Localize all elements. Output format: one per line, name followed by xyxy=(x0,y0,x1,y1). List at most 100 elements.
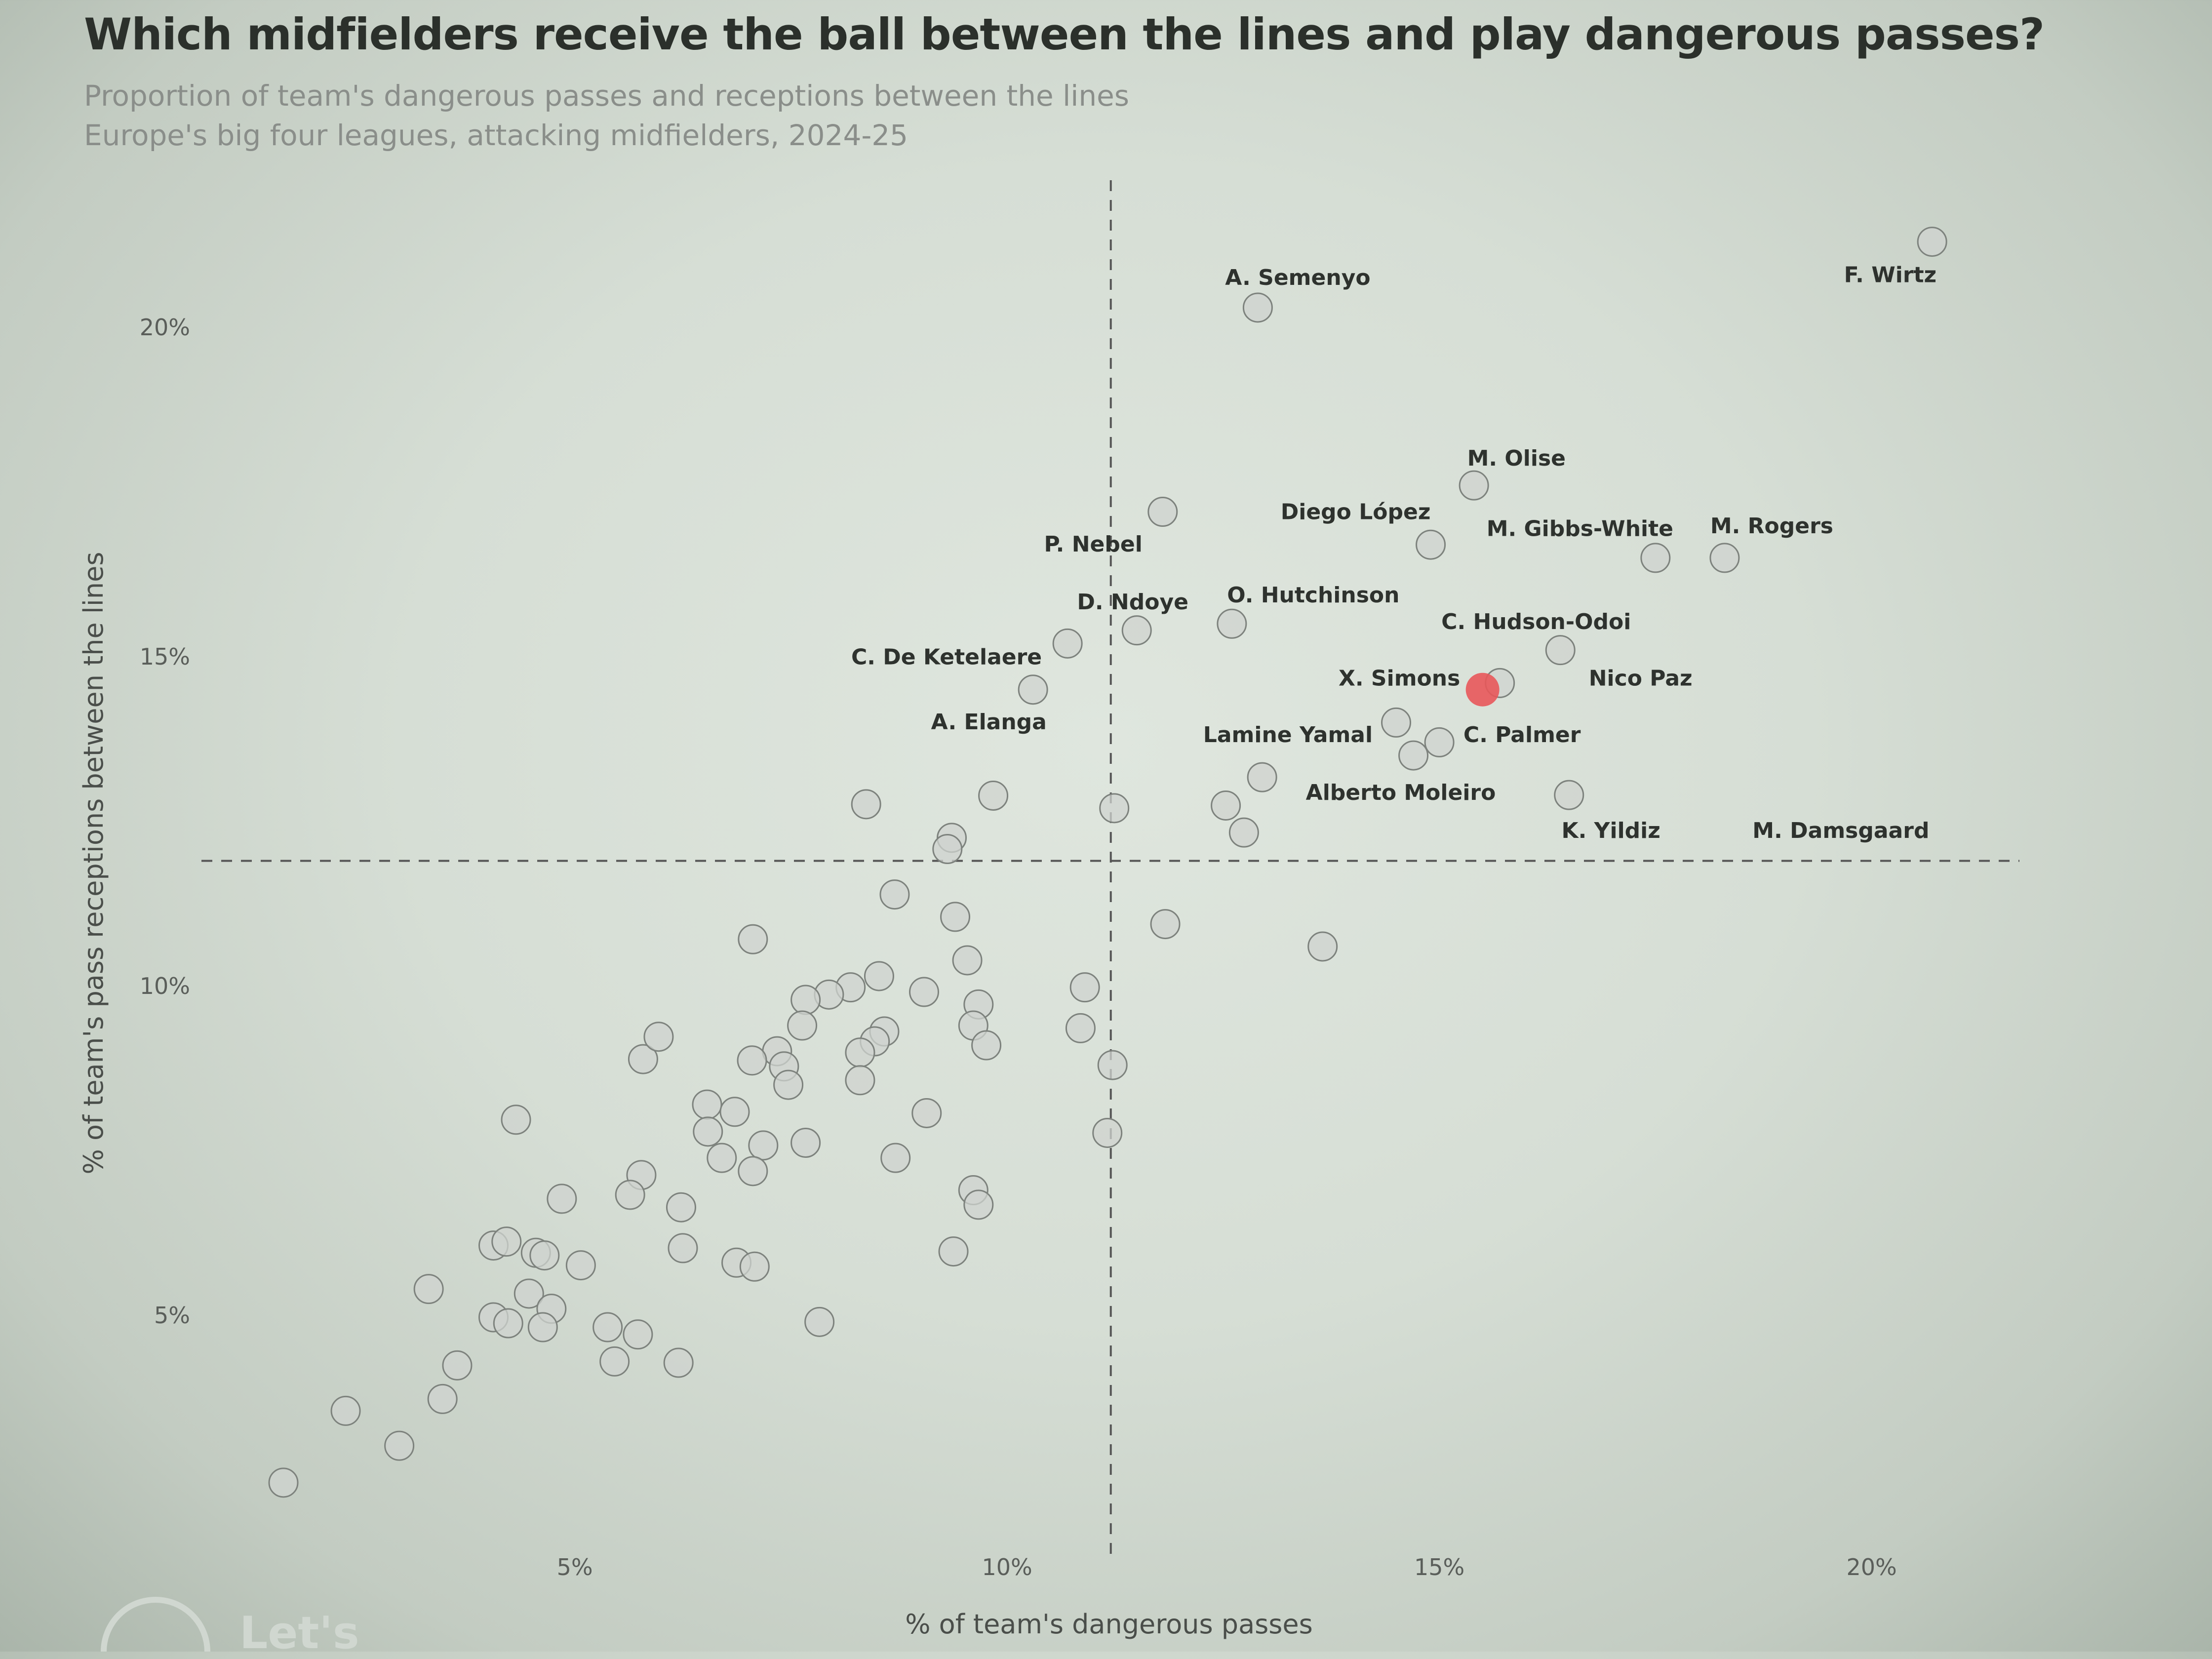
logo xyxy=(101,1597,210,1652)
data-point xyxy=(427,1383,458,1414)
data-point xyxy=(804,1306,835,1337)
data-point xyxy=(748,1130,779,1161)
chart-subtitle-2: Europe's big four leagues, attacking mid… xyxy=(84,118,908,152)
highlighted-data-point xyxy=(1465,672,1500,707)
data-point xyxy=(909,977,940,1007)
data-point xyxy=(666,1192,696,1223)
data-point xyxy=(1150,909,1181,940)
point-label: M. Damsgaard xyxy=(1752,818,1929,843)
point-label: D. Ndoye xyxy=(1077,590,1188,615)
y-tick-label: 15% xyxy=(140,643,190,670)
data-point-labeled xyxy=(1398,740,1429,771)
point-label: C. Palmer xyxy=(1463,722,1581,748)
y-tick-label: 20% xyxy=(140,314,190,341)
data-point xyxy=(268,1467,299,1498)
data-point xyxy=(932,834,963,865)
data-point xyxy=(693,1116,723,1147)
data-point xyxy=(911,1098,942,1128)
data-point-labeled xyxy=(1709,543,1740,573)
data-point xyxy=(738,924,768,954)
data-point-labeled xyxy=(1121,615,1152,646)
data-point xyxy=(1099,793,1130,824)
data-point xyxy=(384,1430,415,1461)
point-label: Alberto Moleiro xyxy=(1306,780,1496,805)
point-label: Lamine Yamal xyxy=(1203,722,1373,748)
data-point xyxy=(1069,972,1100,1003)
data-point-labeled xyxy=(1052,628,1083,659)
data-point xyxy=(719,1097,750,1127)
data-point xyxy=(1307,931,1338,962)
x-tick-label: 5% xyxy=(557,1554,593,1580)
point-label: O. Hutchinson xyxy=(1227,583,1399,608)
data-point xyxy=(493,1308,523,1339)
data-point xyxy=(501,1105,531,1135)
data-point xyxy=(707,1143,737,1173)
point-label: M. Olise xyxy=(1467,446,1566,471)
data-point xyxy=(491,1226,522,1257)
data-point xyxy=(547,1184,577,1214)
point-label: Nico Paz xyxy=(1589,666,1693,691)
data-point-labeled xyxy=(1242,292,1273,323)
data-point-labeled xyxy=(1545,635,1576,666)
data-point xyxy=(1097,1050,1128,1080)
point-label: P. Nebel xyxy=(1044,532,1143,557)
data-point xyxy=(599,1346,630,1377)
data-point xyxy=(738,1156,768,1186)
data-point xyxy=(668,1233,698,1264)
data-point xyxy=(845,1037,875,1068)
x-tick-label: 20% xyxy=(1846,1554,1896,1580)
data-point xyxy=(1092,1117,1123,1148)
x-axis-label: % of team's dangerous passes xyxy=(905,1609,1313,1640)
point-label: M. Rogers xyxy=(1710,514,1833,539)
data-point xyxy=(1228,817,1259,848)
data-point xyxy=(952,945,983,976)
data-point-labeled xyxy=(1554,780,1584,810)
data-point xyxy=(592,1312,623,1343)
chart-title: Which midfielders receive the ball betwe… xyxy=(84,9,2045,60)
data-point xyxy=(790,1127,821,1158)
data-point xyxy=(628,1044,658,1074)
x-tick-label: 15% xyxy=(1414,1554,1464,1580)
data-point xyxy=(963,1189,994,1220)
point-label: X. Simons xyxy=(1339,666,1460,691)
point-label: A. Semenyo xyxy=(1225,265,1370,290)
data-point xyxy=(971,1030,1002,1061)
data-point xyxy=(615,1180,645,1210)
data-point xyxy=(692,1089,722,1120)
data-point xyxy=(1065,1013,1096,1043)
data-point xyxy=(845,1065,875,1096)
logo-text: Let's xyxy=(239,1607,359,1659)
data-point-labeled xyxy=(1416,529,1446,560)
data-point xyxy=(773,1069,804,1100)
data-point xyxy=(529,1240,560,1271)
y-tick-label: 10% xyxy=(140,973,190,999)
data-point xyxy=(790,985,821,1015)
point-label: Diego López xyxy=(1281,499,1431,524)
data-point-labeled xyxy=(1459,470,1489,501)
data-point xyxy=(737,1045,767,1076)
data-point xyxy=(864,961,894,991)
data-point xyxy=(978,780,1009,811)
data-point xyxy=(879,879,910,910)
data-point xyxy=(330,1395,361,1426)
data-point xyxy=(1211,790,1241,821)
point-label: C. De Ketelaere xyxy=(851,645,1042,670)
point-label: F. Wirtz xyxy=(1844,262,1937,287)
data-point xyxy=(565,1250,596,1281)
data-point xyxy=(851,789,881,820)
data-point-labeled xyxy=(1640,543,1671,573)
data-point-labeled xyxy=(1381,707,1412,738)
x-tick-label: 10% xyxy=(982,1554,1032,1580)
data-point xyxy=(643,1022,674,1052)
chart-subtitle: Proportion of team's dangerous passes an… xyxy=(84,79,1130,113)
data-point xyxy=(739,1251,770,1282)
data-point xyxy=(413,1274,444,1304)
data-point-labeled xyxy=(1424,727,1455,757)
data-point xyxy=(527,1312,558,1343)
point-label: C. Hudson-Odoi xyxy=(1441,609,1631,634)
data-point-labeled xyxy=(1147,497,1178,527)
data-point xyxy=(940,902,971,932)
data-point-labeled xyxy=(1217,608,1247,639)
point-label: K. Yildiz xyxy=(1562,818,1660,843)
